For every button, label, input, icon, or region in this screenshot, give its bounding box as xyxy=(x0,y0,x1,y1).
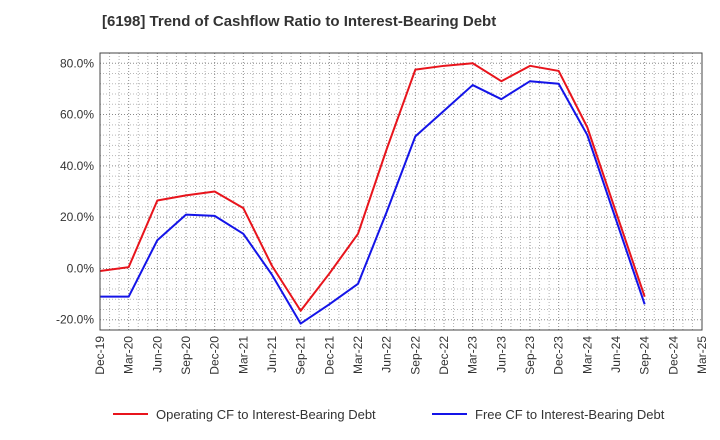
x-tick-label: Sep-23 xyxy=(523,336,537,375)
x-tick-label: Jun-21 xyxy=(265,336,279,373)
x-tick-label: Jun-20 xyxy=(150,336,164,373)
grid-lines xyxy=(99,52,703,331)
series-line-2 xyxy=(100,80,646,325)
x-tick-label: Mar-24 xyxy=(580,336,594,374)
legend-label-2: Free CF to Interest-Bearing Debt xyxy=(475,407,665,422)
y-tick-label: -20.0% xyxy=(56,313,94,327)
plot-frame xyxy=(99,52,703,331)
legend-label-1: Operating CF to Interest-Bearing Debt xyxy=(156,407,376,422)
x-tick-label: Dec-20 xyxy=(208,336,222,375)
x-tick-label: Mar-23 xyxy=(466,336,480,374)
x-axis-tick-labels: Dec-19 Mar-20 Jun-20 Sep-20 Dec-20 Mar-21 Jun-… xyxy=(93,336,709,375)
y-tick-label: 40.0% xyxy=(60,159,94,173)
y-tick-label: 80.0% xyxy=(60,56,94,70)
x-tick-label: Mar-22 xyxy=(351,336,365,374)
chart-title: [6198] Trend of Cashflow Ratio to Intere… xyxy=(102,13,497,30)
y-axis-tick-labels: -20.0% 0.0% 20.0% 40.0% 60.0% 80.0% xyxy=(56,56,94,326)
x-tick-label: Dec-19 xyxy=(93,336,107,375)
y-tick-label: 20.0% xyxy=(60,210,94,224)
series-line-1 xyxy=(99,62,646,312)
series-lines xyxy=(99,62,646,325)
x-tick-label: Sep-22 xyxy=(408,336,422,375)
x-tick-label: Mar-20 xyxy=(122,336,136,374)
x-tick-label: Jun-23 xyxy=(494,336,508,373)
x-tick-label: Mar-21 xyxy=(236,336,250,374)
x-tick-label: Jun-22 xyxy=(380,336,394,373)
x-tick-label: Jun-24 xyxy=(609,336,623,373)
y-tick-label: 0.0% xyxy=(67,261,95,275)
x-tick-label: Dec-21 xyxy=(322,336,336,375)
legend: Operating CF to Interest-Bearing Debt Fre… xyxy=(113,407,665,422)
x-tick-label: Dec-22 xyxy=(437,336,451,375)
x-tick-label: Mar-25 xyxy=(695,336,709,374)
x-tick-label: Dec-23 xyxy=(552,336,566,375)
x-tick-label: Sep-21 xyxy=(294,336,308,375)
y-tick-label: 60.0% xyxy=(60,108,94,122)
x-tick-label: Sep-20 xyxy=(179,336,193,375)
x-tick-label: Dec-24 xyxy=(666,336,680,375)
x-tick-label: Sep-24 xyxy=(638,336,652,375)
